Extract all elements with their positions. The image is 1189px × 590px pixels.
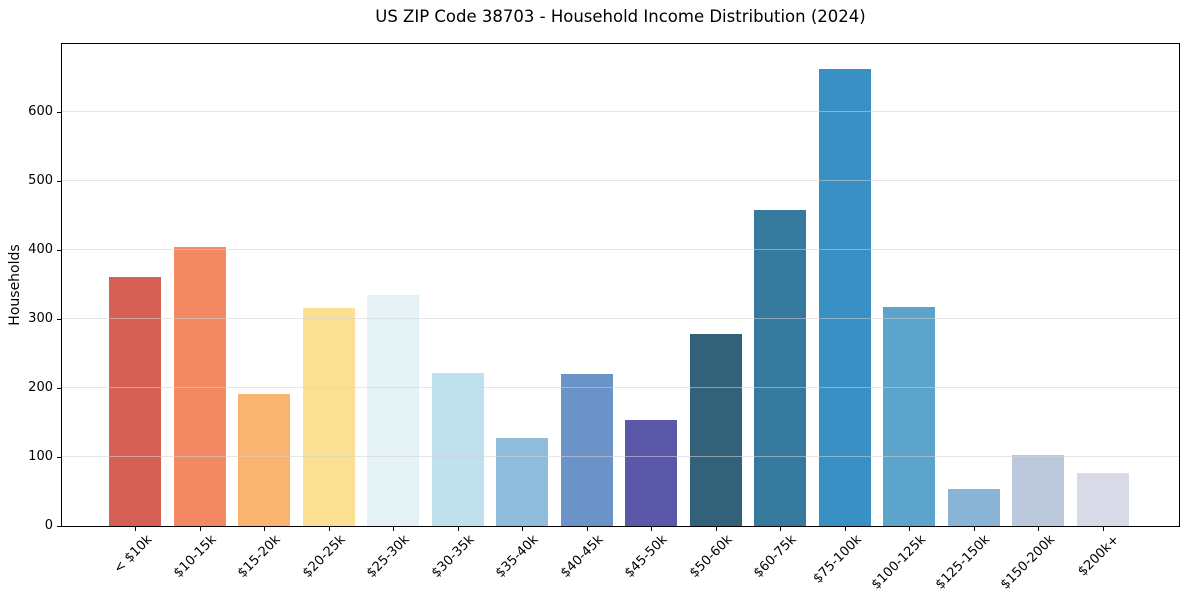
bar-$125-150k bbox=[947, 489, 1000, 526]
x-tick-mark-9 bbox=[715, 527, 717, 531]
x-tick-label-1: $10-15k bbox=[170, 532, 220, 581]
x-tick-label-15: $200k+ bbox=[1075, 532, 1123, 580]
y-tick-label-200: 200 bbox=[28, 379, 53, 395]
y-tick-label-0: 0 bbox=[44, 518, 53, 533]
y-tick-mark-200 bbox=[57, 387, 61, 389]
bar-$200k+ bbox=[1076, 472, 1129, 526]
x-tick-label-0: < $10k bbox=[110, 532, 155, 577]
x-tick-label-14: $150-200k bbox=[997, 532, 1058, 590]
x-tick-label-4: $25-30k bbox=[364, 532, 413, 581]
x-tick-mark-15 bbox=[1102, 527, 1104, 531]
x-tick-label-8: $45-50k bbox=[622, 532, 671, 581]
x-tick-mark-0 bbox=[135, 527, 136, 531]
gridline-300 bbox=[62, 317, 1179, 319]
x-tick-mark-10 bbox=[780, 527, 781, 531]
x-tick-mark-4 bbox=[393, 527, 394, 531]
bar-$15-20k bbox=[238, 394, 290, 526]
x-tick-mark-5 bbox=[457, 527, 459, 531]
y-tick-mark-0 bbox=[57, 526, 61, 527]
bar-$100-125k bbox=[883, 307, 935, 526]
y-tick-mark-100 bbox=[57, 456, 61, 458]
bar-$40-45k bbox=[560, 374, 613, 526]
x-tick-label-6: $35-40k bbox=[493, 532, 542, 581]
x-tick-mark-13 bbox=[973, 527, 975, 531]
y-tick-mark-500 bbox=[57, 180, 61, 182]
x-tick-mark-14 bbox=[1038, 527, 1039, 531]
x-tick-mark-12 bbox=[909, 527, 910, 531]
bar-$10-15k bbox=[173, 247, 226, 526]
x-tick-mark-6 bbox=[522, 527, 523, 531]
x-tick-label-11: $75-100k bbox=[810, 532, 865, 587]
x-tick-label-5: $30-35k bbox=[428, 532, 478, 581]
x-tick-label-13: $125-150k bbox=[933, 532, 994, 590]
x-tick-label-9: $50-60k bbox=[686, 532, 736, 581]
bar-$25-30k bbox=[367, 294, 419, 526]
bar-$150-200k bbox=[1012, 454, 1064, 526]
plot-area bbox=[61, 43, 1180, 527]
x-tick-mark-11 bbox=[844, 527, 846, 531]
gridline-100 bbox=[62, 455, 1179, 457]
x-tick-label-7: $40-45k bbox=[557, 532, 607, 581]
x-tick-label-2: $15-20k bbox=[235, 532, 284, 581]
bar-$30-35k bbox=[431, 372, 484, 526]
y-tick-mark-300 bbox=[57, 318, 61, 320]
y-tick-label-400: 400 bbox=[28, 241, 53, 257]
x-tick-mark-7 bbox=[586, 527, 588, 531]
y-tick-label-300: 300 bbox=[28, 310, 53, 326]
x-tick-mark-2 bbox=[264, 527, 265, 531]
y-tick-mark-600 bbox=[57, 111, 61, 113]
gridline-600 bbox=[62, 110, 1179, 112]
x-tick-label-3: $20-25k bbox=[299, 532, 349, 581]
x-tick-label-10: $60-75k bbox=[751, 532, 800, 581]
y-tick-label-500: 500 bbox=[28, 172, 53, 188]
bar-$20-25k bbox=[302, 307, 355, 526]
x-tick-mark-3 bbox=[328, 527, 330, 531]
y-tick-label-600: 600 bbox=[28, 103, 53, 119]
bar-$50-60k bbox=[689, 334, 742, 526]
chart-title: US ZIP Code 38703 - Household Income Dis… bbox=[375, 7, 866, 26]
bar-$35-40k bbox=[496, 437, 548, 526]
x-tick-mark-8 bbox=[651, 527, 652, 531]
y-tick-label-100: 100 bbox=[28, 448, 53, 464]
x-tick-mark-1 bbox=[199, 527, 201, 531]
bar-< $10k bbox=[109, 277, 161, 526]
bar-$60-75k bbox=[754, 209, 806, 526]
gridline-500 bbox=[62, 179, 1179, 181]
gridline-200 bbox=[62, 386, 1179, 388]
bar-$75-100k bbox=[818, 68, 871, 526]
y-tick-mark-400 bbox=[57, 249, 61, 251]
gridline-400 bbox=[62, 248, 1179, 250]
bar-$45-50k bbox=[625, 419, 677, 526]
x-tick-label-12: $100-125k bbox=[868, 532, 929, 590]
